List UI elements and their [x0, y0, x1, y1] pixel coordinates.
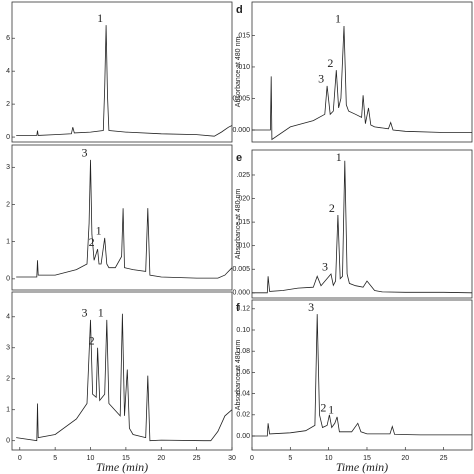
peak-label: 2: [89, 235, 95, 249]
panel-letter: f: [236, 302, 240, 314]
y-tick-label: 0.08: [236, 348, 250, 355]
plot-frame: [11, 1, 233, 143]
plot-frame: [11, 144, 233, 291]
peak-label: 1: [336, 150, 342, 164]
x-tick-label: 20: [401, 455, 409, 462]
peak-label: 3: [318, 72, 324, 86]
y-tick-label: 0.10: [236, 327, 250, 334]
y-tick-label: 0.00: [236, 433, 250, 440]
plot-frame: [251, 1, 473, 143]
y-axis-label: Absorbance at 480 nm: [235, 340, 242, 411]
x-tick-label: 0: [250, 455, 254, 462]
chromatogram-line: [252, 25, 472, 141]
y-axis-label: Absorbance at 480 nm: [235, 37, 242, 108]
y-tick-label: 0.005: [232, 95, 250, 102]
x-tick-label: 15: [122, 455, 130, 462]
peak-label: 3: [82, 306, 88, 320]
plot-frame: [251, 299, 473, 451]
panel-letter: d: [236, 4, 243, 16]
y-tick-label: .015: [236, 32, 250, 39]
peak-label: 3: [322, 260, 328, 274]
panel-letter: e: [236, 152, 242, 164]
x-axis-label: Time (min): [336, 460, 388, 474]
x-tick-label: 10: [325, 455, 333, 462]
y-tick-label: .015: [236, 219, 250, 226]
peak-label: 3: [308, 300, 314, 314]
y-tick-label: 4: [6, 68, 10, 75]
y-tick-label: 0.02: [236, 412, 250, 419]
x-tick-label: 25: [440, 455, 448, 462]
peak-label: 1: [335, 12, 341, 26]
plot-frame: [11, 291, 233, 451]
x-tick-label: 0: [18, 455, 22, 462]
y-tick-label: 0.000: [232, 127, 250, 134]
y-tick-label: 0.12: [236, 306, 250, 313]
y-tick-label: 0: [6, 276, 10, 283]
y-tick-label: 2: [6, 201, 10, 208]
x-tick-label: 5: [288, 455, 292, 462]
chromatogram-line: [16, 313, 233, 442]
x-tick-label: 30: [228, 455, 236, 462]
peak-label: 2: [327, 56, 333, 70]
chromatogram-line: [252, 314, 472, 437]
chromatogram-line: [16, 159, 233, 279]
y-tick-label: 0.005: [232, 266, 250, 273]
chromatogram-line: [16, 25, 233, 137]
y-tick-label: 0.000: [232, 290, 250, 297]
y-axis-label: Absorbance at 480 nm: [235, 189, 242, 260]
x-tick-label: 10: [87, 455, 95, 462]
x-axis-label: Time (min): [96, 460, 148, 474]
peak-label: 1: [98, 306, 104, 320]
peak-label: 2: [329, 201, 335, 215]
y-tick-label: .010: [236, 243, 250, 250]
y-tick-label: 0: [6, 134, 10, 141]
y-tick-label: 0.04: [236, 390, 250, 397]
y-tick-label: 1: [6, 239, 10, 246]
x-tick-label: 20: [157, 455, 165, 462]
y-tick-label: 0: [6, 438, 10, 445]
y-tick-label: .025: [236, 172, 250, 179]
y-tick-label: 2: [6, 101, 10, 108]
y-tick-label: 2: [6, 376, 10, 383]
peak-label: 3: [82, 146, 88, 160]
peak-label: 1: [97, 11, 103, 25]
y-tick-label: 3: [6, 345, 10, 352]
y-tick-label: 4: [6, 314, 10, 321]
y-tick-label: 6: [6, 35, 10, 42]
peak-label: 2: [89, 334, 95, 348]
x-tick-label: 5: [53, 455, 57, 462]
y-tick-label: 3: [6, 164, 10, 171]
x-tick-label: 25: [193, 455, 201, 462]
x-tick-label: 15: [363, 455, 371, 462]
peak-label: 1: [328, 403, 334, 417]
plot-frame: [251, 149, 473, 299]
y-tick-label: 0.06: [236, 369, 250, 376]
peak-label: 1: [96, 224, 102, 238]
chromatogram-line: [252, 160, 473, 294]
y-tick-label: .010: [236, 64, 250, 71]
peak-label: 2: [320, 401, 326, 415]
y-tick-label: 1: [6, 407, 10, 414]
y-tick-label: .020: [236, 195, 250, 202]
